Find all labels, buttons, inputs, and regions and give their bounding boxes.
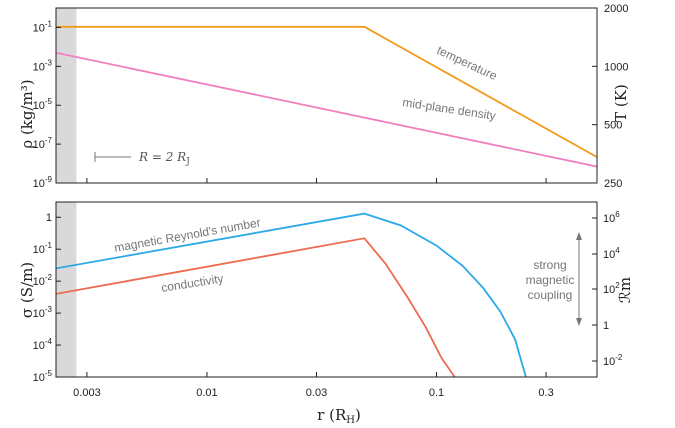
x-tick-label: 0.01 [196, 387, 217, 399]
bottom-right-tick-label: 1 [603, 320, 609, 332]
x-tick-label: 0.003 [73, 387, 101, 399]
top-left-tick-label: 10-3 [33, 58, 53, 73]
bottom-left-tick-label: 1 [46, 212, 52, 224]
bottom-right-tick-label: 10-2 [603, 353, 623, 368]
bottom-right-tick-label: 106 [603, 210, 620, 225]
top-panel: 10-1 10-3 10-5 10-7 10-9 2000 1000 500 250 ρ (k… [18, 3, 630, 190]
bottom-right-tick-label: 104 [603, 246, 620, 261]
x-axis-label: r (RH) [317, 406, 361, 426]
bottom-x-axis-ticks: 0.003 0.01 0.03 0.1 0.3 [73, 372, 554, 399]
bottom-series-lines [56, 212, 527, 377]
series-line-conductivity [56, 237, 456, 377]
top-left-axis-label: ρ (kg/m³) [18, 79, 36, 148]
bottom-left-tick-label: 10-1 [33, 241, 53, 256]
series-line-mid-plane-density [56, 51, 597, 168]
coupling-annotation-line-3: coupling [528, 288, 573, 302]
top-right-tick-label: 500 [604, 120, 622, 132]
bottom-left-tick-label: 10-3 [33, 305, 53, 320]
top-left-tick-label: 10-9 [33, 175, 53, 190]
top-right-tick-label: 2000 [604, 3, 628, 15]
conductivity-series-label: conductivity [160, 271, 224, 295]
top-shaded-region [56, 8, 77, 183]
x-tick-label: 0.03 [306, 387, 327, 399]
bottom-left-tick-label: 10-4 [33, 337, 53, 352]
bottom-shaded-region [56, 202, 77, 377]
top-left-tick-label: 10-5 [33, 97, 53, 112]
x-tick-label: 0.1 [429, 387, 444, 399]
top-right-axis-label: T (K) [612, 84, 630, 122]
top-right-tick-label: 250 [604, 178, 622, 190]
radius-marker-label: R = 2 RJ [138, 150, 190, 167]
temperature-series-label: temperature [435, 43, 500, 83]
bottom-left-tick-label: 10-2 [33, 273, 53, 288]
x-tick-label: 0.3 [538, 387, 553, 399]
series-line-magnetic-reynold-s-number [56, 212, 527, 377]
coupling-annotation-line-2: magnetic [526, 273, 575, 287]
top-right-tick-label: 1000 [604, 61, 628, 73]
top-left-tick-label: 10-1 [33, 19, 53, 34]
coupling-annotation-line-1: strong [533, 258, 566, 272]
bottom-panel: 1 10-1 10-2 10-3 10-4 10-5 106 104 102 1 10-2 0.0… [18, 201, 634, 426]
series-line-temperature [56, 25, 597, 158]
density-series-label: mid-plane density [402, 95, 497, 123]
bottom-left-axis-ticks: 1 10-1 10-2 10-3 10-4 10-5 [33, 212, 61, 384]
bottom-left-tick-label: 10-5 [33, 369, 53, 384]
top-panel-frame [55, 7, 598, 184]
coupling-arrow [576, 232, 582, 326]
bottom-right-axis-label: ℛm [616, 277, 634, 303]
bottom-right-axis-ticks: 106 104 102 1 10-2 [592, 210, 623, 368]
top-series-lines [56, 25, 597, 168]
top-right-axis-ticks: 2000 1000 500 250 [592, 3, 628, 190]
bottom-right-tick-label: 102 [603, 281, 620, 296]
top-left-tick-label: 10-7 [33, 136, 53, 151]
bottom-panel-frame [55, 201, 598, 378]
top-x-axis-ticks [86, 178, 547, 183]
bottom-left-axis-label: σ (S/m) [18, 262, 36, 318]
top-left-axis-ticks: 10-1 10-3 10-5 10-7 10-9 [33, 19, 61, 190]
